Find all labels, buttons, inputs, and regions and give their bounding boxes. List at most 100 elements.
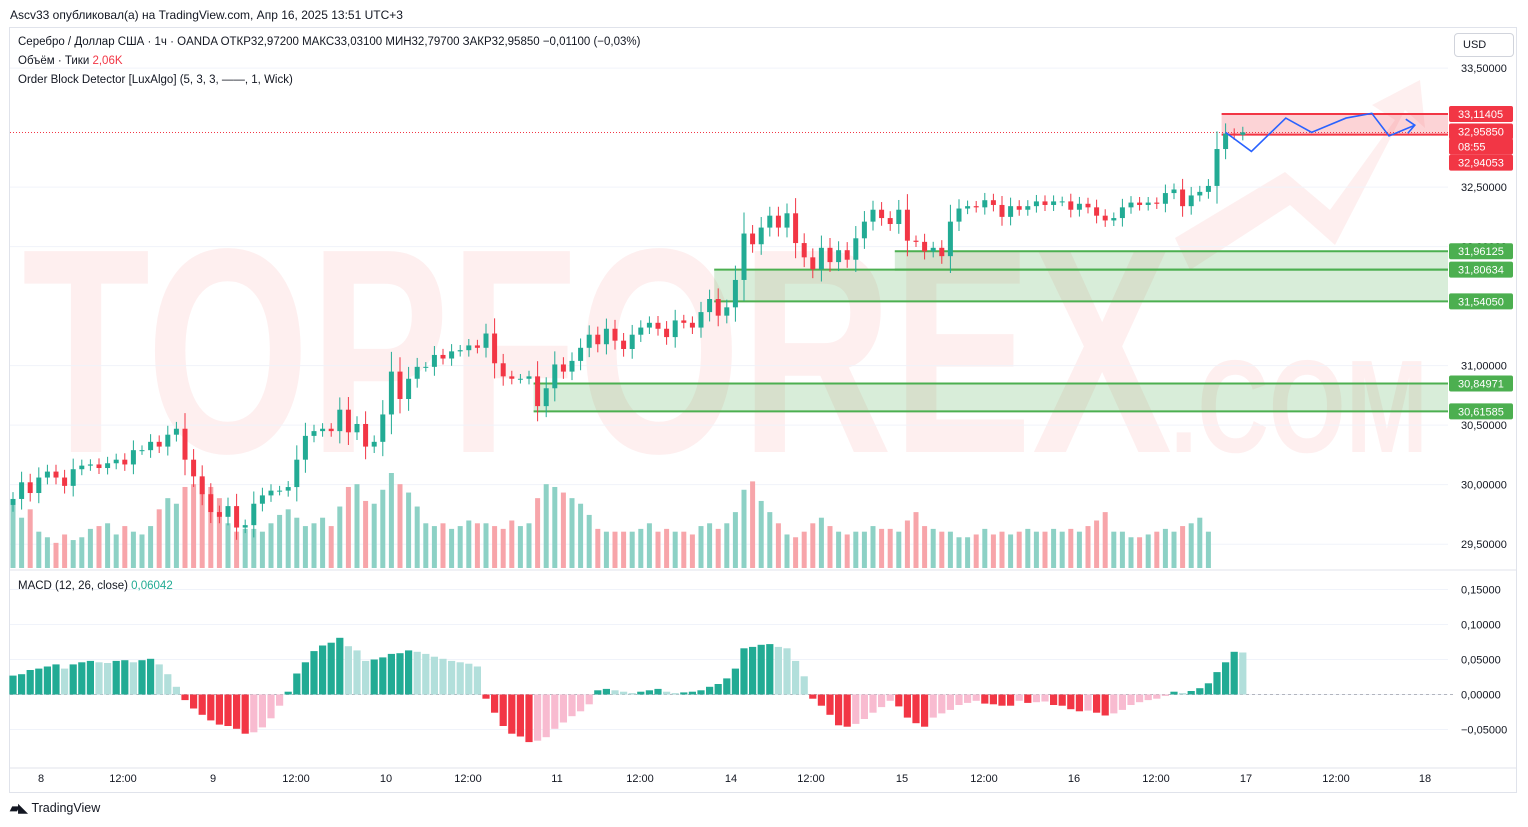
candle-body [681,320,687,323]
macd-histogram-bar [774,646,782,695]
candle-body [19,482,25,499]
macd-histogram-bar [172,686,180,695]
candle-body [844,250,850,260]
volume-bar [638,528,644,568]
publish-line: Ascv33 опубликовал(а) на TradingView.com… [10,8,403,22]
macd-histogram-bar [224,694,232,726]
volume-bar [1042,531,1048,568]
macd-histogram-bar [706,686,714,695]
indicator-legend[interactable]: Order Block Detector [LuxAlgo] (5, 3, 3,… [18,74,293,86]
volume-bar [646,523,652,568]
macd-histogram-bar [620,691,628,695]
macd-histogram-bar [104,663,112,695]
volume-bar [595,528,601,568]
macd-histogram-bar [955,694,963,705]
macd-histogram-bar [766,644,774,695]
candle-body [500,363,506,377]
volume-bar [904,520,910,568]
volume-bar [1059,531,1065,568]
macd-histogram-bar [671,693,679,695]
macd-histogram-bar [1015,694,1023,701]
volume-bar [1033,531,1039,568]
candle-body [70,469,76,486]
macd-histogram-bar [215,694,223,725]
candle-body [165,434,171,447]
volume-bar [1180,526,1186,568]
tradingview-logo-icon: ▰◣ [10,801,27,815]
candle-body [836,250,842,263]
macd-histogram-bar [370,659,378,695]
volume-bar [216,498,222,568]
volume-bar [698,526,704,568]
volume-bar [449,528,455,568]
macd-histogram-bar [1144,694,1152,701]
macd-histogram-bar [327,642,335,695]
macd-legend[interactable]: MACD (12, 26, close) 0,06042 [18,580,173,592]
candle-body [578,347,584,361]
volume-bar [526,523,532,568]
volume-bar [328,526,334,568]
candle-body [1111,218,1117,221]
macd-histogram-bar [456,662,464,695]
footer-brand[interactable]: ▰◣ TradingView [10,801,100,815]
candle-body [922,241,928,252]
volume-bar [139,534,145,568]
volume-bar [371,503,377,568]
price-label-tag [1449,138,1513,155]
candle-body [156,441,162,447]
candle-body [646,322,652,328]
candle-body [285,487,291,491]
macd-histogram-bar [886,694,894,701]
volume-bar [500,528,506,568]
macd-histogram-bar [301,662,309,695]
macd-histogram-bar [1179,693,1187,695]
volume-bar [775,523,781,568]
candle-body [586,334,592,348]
candle-body [62,477,68,486]
candle-body [302,435,308,460]
candle-body [1094,207,1100,216]
symbol-legend[interactable]: Серебро / Доллар США · 1ч · OANDA ОТКР32… [18,36,641,48]
macd-histogram-bar [473,666,481,695]
currency-button[interactable]: USD [1454,33,1514,57]
macd-histogram-bar [69,664,77,695]
volume-bar [337,506,343,568]
candle-body [861,221,867,239]
volume-bar [414,506,420,568]
macd-histogram-bar [1067,694,1075,710]
candle-body [1025,206,1031,210]
macd-histogram-bar [1050,694,1058,705]
volume-bar [1162,528,1168,568]
candle-body [1145,202,1151,205]
volume-bar [113,534,119,568]
candle-body [234,506,240,528]
volume-legend[interactable]: Объём · Тики 2,06K [18,55,123,67]
candle-body [122,459,128,465]
price-axis-tick-label: 29,50000 [1461,539,1507,551]
candle-body [1197,191,1203,196]
macd-histogram-bar [319,645,327,695]
macd-histogram-bar [654,688,662,695]
volume-bar [655,531,661,568]
candle-body [698,312,704,328]
macd-histogram-bar [155,664,163,695]
macd-histogram-bar [1170,691,1178,695]
candle-body [930,247,936,252]
macd-histogram-bar [1136,694,1144,703]
macd-histogram-bar [1084,694,1092,711]
volume-bar [294,517,300,568]
time-axis-tick-label: 10 [380,773,392,785]
time-axis-tick-label: 11 [551,773,562,785]
volume-bar [1119,531,1125,568]
macd-histogram-bar [78,662,86,695]
candle-body [896,209,902,225]
volume-bar [887,528,893,568]
macd-histogram-bar [903,694,911,718]
price-label-text: 30,61585 [1458,406,1504,418]
macd-histogram-bar [250,694,258,733]
candle-body [715,299,721,316]
macd-histogram-bar [860,694,868,719]
macd-histogram-bar [740,648,748,695]
macd-histogram-bar [121,660,129,695]
